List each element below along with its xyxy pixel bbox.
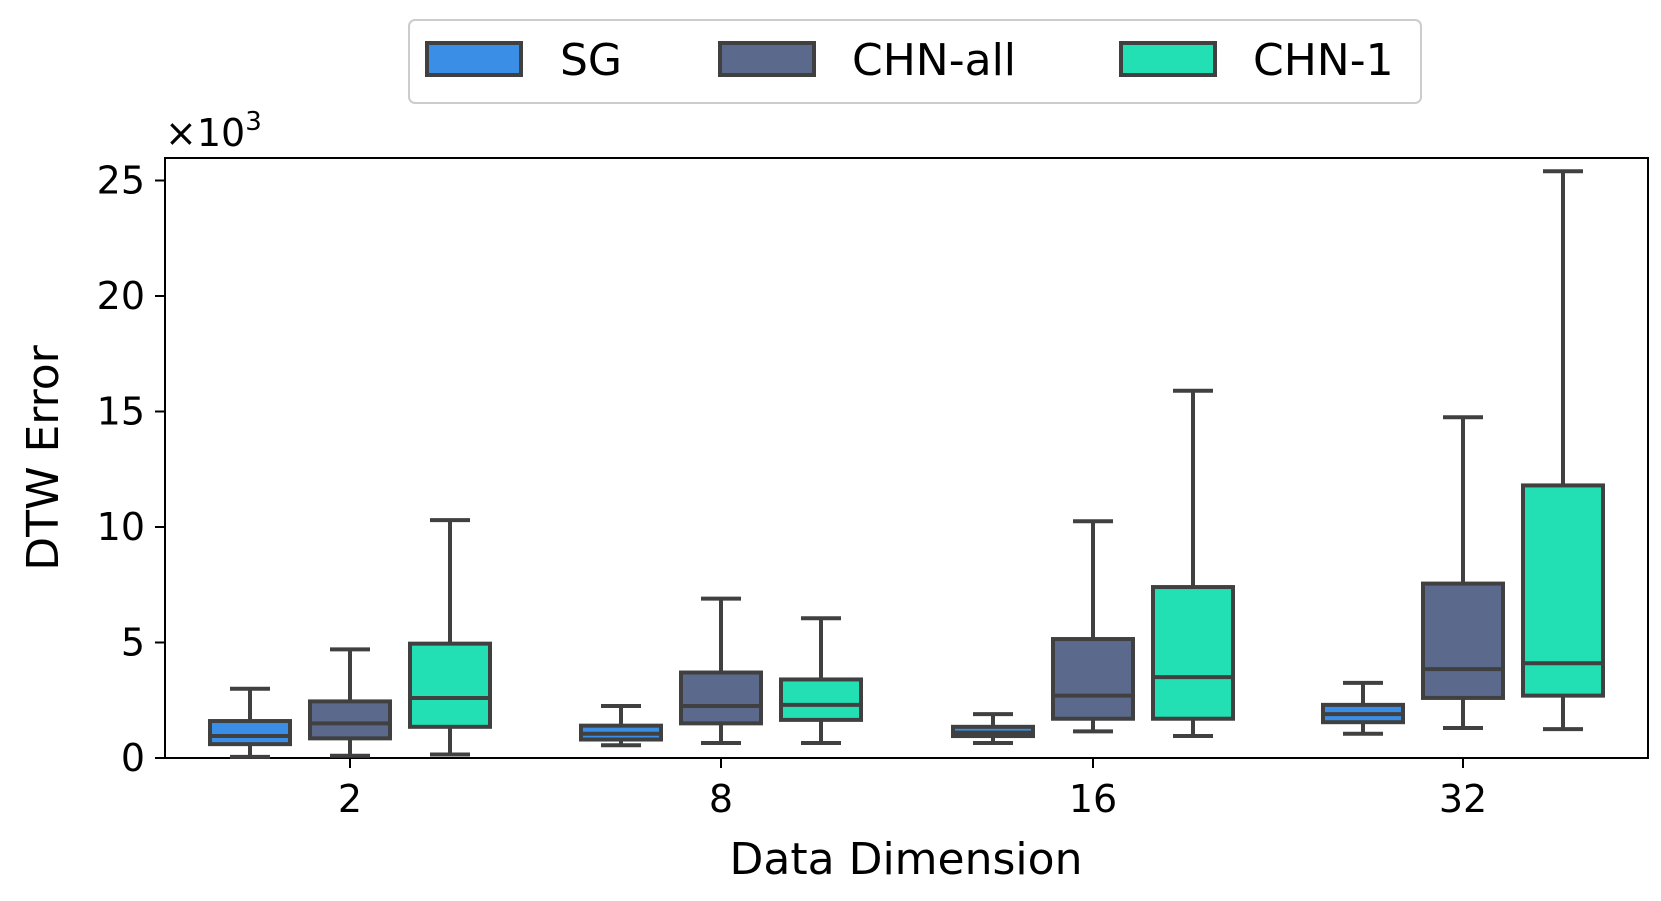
legend-label-sg: SG (560, 35, 622, 86)
y-tick-label: 5 (121, 621, 145, 665)
boxes-layer (208, 169, 1605, 759)
box-sg-8 (579, 704, 663, 748)
iqr-box (1151, 585, 1235, 721)
iqr-box (779, 677, 863, 722)
y-tick-label: 0 (121, 736, 145, 780)
box-sg-16 (951, 712, 1035, 745)
x-tick-label: 32 (1439, 777, 1487, 821)
iqr-box (1421, 581, 1505, 700)
box-chn-all-8 (679, 596, 763, 745)
box-chn-1-2 (408, 518, 492, 757)
legend-frame (408, 19, 1422, 104)
legend-label-chn-all: CHN-all (852, 35, 1016, 86)
y-tick-label: 10 (97, 505, 145, 549)
x-tick-label: 2 (338, 777, 362, 821)
box-chn-all-16 (1051, 519, 1135, 734)
plot-area (164, 157, 1649, 759)
legend-label-chn-1: CHN-1 (1253, 35, 1394, 86)
y-scale-prefix: ×10 (165, 111, 245, 155)
box-chn-1-8 (779, 616, 863, 745)
box-chn-1-32 (1521, 169, 1605, 732)
y-axis: 0 5 10 15 20 25 (97, 159, 165, 780)
y-tick-label: 20 (97, 274, 145, 318)
iqr-box (1521, 483, 1605, 698)
x-tick-label: 16 (1069, 777, 1117, 821)
y-scale-exponent: 3 (245, 107, 262, 137)
y-scale-factor: ×103 (165, 107, 262, 155)
box-sg-2 (208, 686, 292, 759)
iqr-box (308, 699, 392, 741)
box-chn-all-2 (308, 647, 392, 758)
legend: SG CHN-all CHN-1 (408, 19, 1422, 104)
iqr-box (1051, 637, 1135, 721)
iqr-box (208, 719, 292, 747)
iqr-box (679, 670, 763, 726)
legend-swatch-sg (425, 41, 523, 77)
x-tick-label: 8 (709, 777, 733, 821)
legend-swatch-chn-all (718, 41, 816, 77)
legend-swatch-chn-1 (1119, 41, 1217, 77)
box-sg-32 (1321, 680, 1405, 736)
x-axis-title: Data Dimension (730, 834, 1083, 885)
y-tick-label: 15 (97, 390, 145, 434)
x-axis: 2 8 16 32 (338, 758, 1487, 821)
box-chn-all-32 (1421, 415, 1505, 730)
y-axis-title: DTW Error (18, 344, 69, 570)
iqr-box (408, 641, 492, 729)
box-chn-1-16 (1151, 388, 1235, 739)
y-tick-label: 25 (97, 159, 145, 203)
